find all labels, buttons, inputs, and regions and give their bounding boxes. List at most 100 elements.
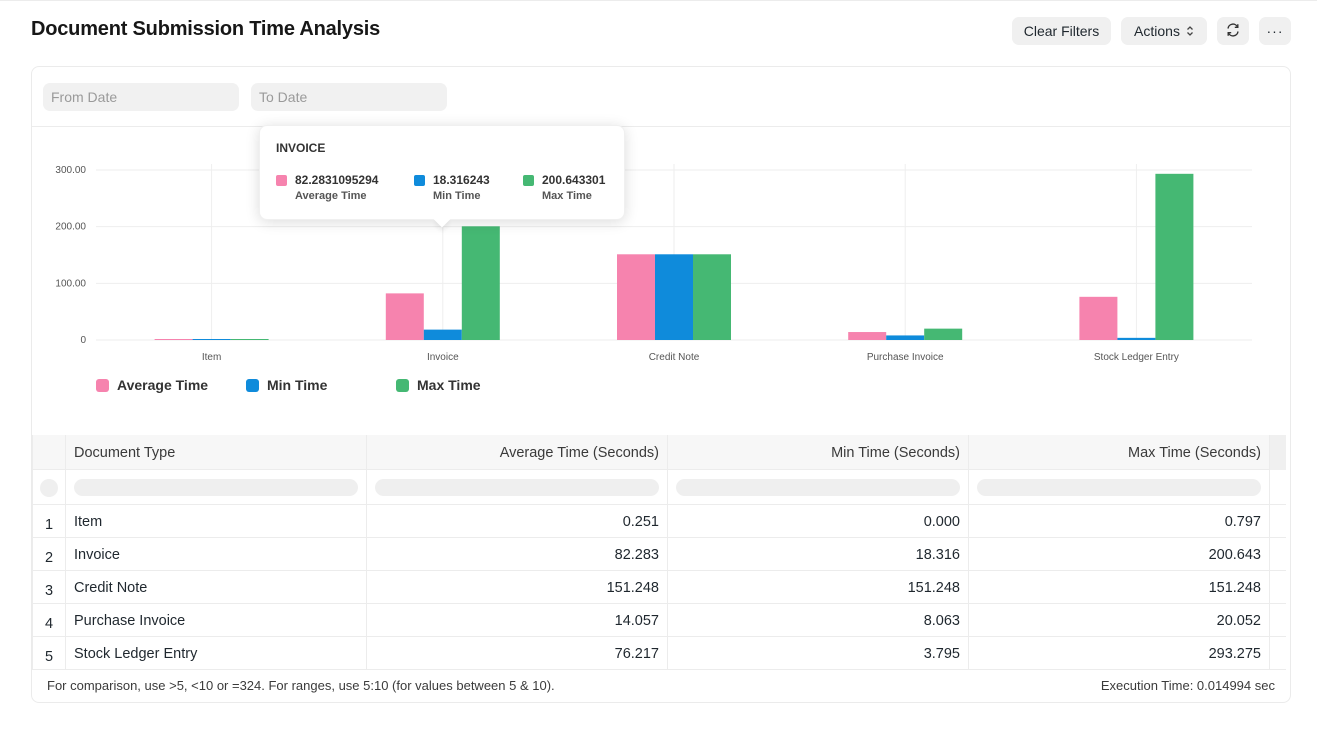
cell-average-time[interactable]: 82.283 [367,538,668,571]
filter-help-text: For comparison, use >5, <10 or =324. For… [47,678,555,693]
bar-chart: 0 100.00 200.00 300.00 Item Invoice Credit Not… [55,164,1252,363]
filter-cell-max-time[interactable] [969,470,1270,505]
page-title: Document Submission Time Analysis [31,18,381,40]
filter-input-document-type[interactable] [74,479,358,496]
table-filter-row [32,470,1286,505]
bar-average-time [385,293,424,340]
table-row[interactable]: 5 Stock Ledger Entry 76.217 3.795 293.27… [32,637,1286,670]
chevron-up-down-icon [1186,25,1194,37]
cell-max-time[interactable]: 20.052 [969,604,1270,637]
table-row[interactable]: 3 Credit Note 151.248 151.248 151.248 [32,571,1286,604]
bar-min-time [192,339,231,340]
table-header-row: Document Type Average Time (Seconds) Min… [32,435,1286,470]
row-index: 5 [32,637,66,670]
top-border [0,0,1317,1]
filter-input-average-time[interactable] [375,479,659,496]
header-index-cell [32,435,66,470]
cell-document-type[interactable]: Purchase Invoice [66,604,367,637]
more-horizontal-icon: ··· [1266,23,1284,39]
bar-average-time [617,254,655,340]
tooltip-title: INVOICE [276,141,326,155]
y-tick-label: 300.00 [55,165,86,176]
table-row[interactable]: 4 Purchase Invoice 14.057 8.063 20.052 [32,604,1286,637]
header-scroll-gutter [1270,435,1286,470]
bar-min-time [1117,337,1156,340]
bar-average-time [1079,296,1118,340]
execution-time: Execution Time: 0.014994 sec [1100,678,1275,693]
legend-swatch-max [396,378,409,392]
actions-label: Actions [1134,23,1180,39]
row-index: 3 [32,571,66,604]
refresh-icon [1225,22,1241,41]
legend-max-time[interactable]: Max Time [396,375,481,395]
legend-swatch-average [96,378,109,392]
to-date-input[interactable]: To Date [251,83,447,111]
legend-label-average: Average Time [117,377,209,393]
tooltip-swatch-average [276,175,287,186]
filter-cell-average-time[interactable] [367,470,668,505]
cell-max-time[interactable]: 293.275 [969,637,1270,670]
cell-max-time[interactable]: 151.248 [969,571,1270,604]
bar-max-time [1155,173,1194,340]
cell-document-type[interactable]: Invoice [66,538,367,571]
filter-input-min-time[interactable] [676,479,960,496]
cell-document-type[interactable]: Item [66,505,367,538]
x-tick-label: Item [202,352,221,363]
x-tick-label: Invoice [427,352,459,363]
cell-min-time[interactable]: 18.316 [668,538,969,571]
cell-document-type[interactable]: Credit Note [66,571,367,604]
bar-max-time [693,254,731,340]
cell-document-type[interactable]: Stock Ledger Entry [66,637,367,670]
header-average-time[interactable]: Average Time (Seconds) [367,435,668,470]
from-date-input[interactable]: From Date [43,83,239,111]
table-row[interactable]: 1 Item 0.251 0.000 0.797 [32,505,1286,538]
bar-min-time [886,335,925,340]
legend-min-time[interactable]: Min Time [246,375,327,395]
header-document-type[interactable]: Document Type [66,435,367,470]
tooltip-label-average: Average Time [295,190,367,202]
cell-max-time[interactable]: 0.797 [969,505,1270,538]
cell-min-time[interactable]: 151.248 [668,571,969,604]
x-tick-label: Stock Ledger Entry [1094,352,1179,363]
cell-max-time[interactable]: 200.643 [969,538,1270,571]
more-options-button[interactable]: ··· [1259,17,1291,45]
y-tick-label: 0 [80,335,86,346]
cell-average-time[interactable]: 14.057 [367,604,668,637]
tooltip-value-max: 200.643301 [542,173,606,187]
header-max-time[interactable]: Max Time (Seconds) [969,435,1270,470]
row-select-placeholder [40,478,58,497]
x-tick-label: Purchase Invoice [867,352,944,363]
cell-min-time[interactable]: 3.795 [668,637,969,670]
filter-cell-document-type[interactable] [66,470,367,505]
legend-average-time[interactable]: Average Time [96,375,208,395]
header-min-time[interactable]: Min Time (Seconds) [668,435,969,470]
bar-max-time [924,328,963,340]
cell-min-time[interactable]: 8.063 [668,604,969,637]
tooltip-swatch-min [414,175,425,186]
row-index: 2 [32,538,66,571]
tooltip-label-max: Max Time [542,190,592,202]
row-index: 1 [32,505,66,538]
cell-average-time[interactable]: 0.251 [367,505,668,538]
clear-filters-button[interactable]: Clear Filters [1012,17,1111,45]
report-card: From Date To Date 0 100.00 200.00 300.00 Ite… [31,66,1291,703]
bar-min-time [655,254,693,340]
cell-average-time[interactable]: 151.248 [367,571,668,604]
cell-average-time[interactable]: 76.217 [367,637,668,670]
table-row[interactable]: 2 Invoice 82.283 18.316 200.643 [32,538,1286,571]
bar-average-time [848,332,887,340]
tooltip-value-min: 18.316243 [433,173,490,187]
tooltip-label-min: Min Time [433,190,481,202]
actions-button[interactable]: Actions [1121,17,1207,45]
chart-tooltip: INVOICE 82.2831095294 Average Time 18.31… [259,125,625,228]
x-tick-label: Credit Note [649,352,700,363]
filter-cell-min-time[interactable] [668,470,969,505]
bar-average-time [154,339,193,340]
legend-label-max: Max Time [417,377,481,393]
cell-min-time[interactable]: 0.000 [668,505,969,538]
tooltip-swatch-max [523,175,534,186]
filter-input-max-time[interactable] [977,479,1261,496]
tooltip-value-average: 82.2831095294 [295,173,379,187]
refresh-button[interactable] [1217,17,1249,45]
bar-min-time [423,329,462,340]
